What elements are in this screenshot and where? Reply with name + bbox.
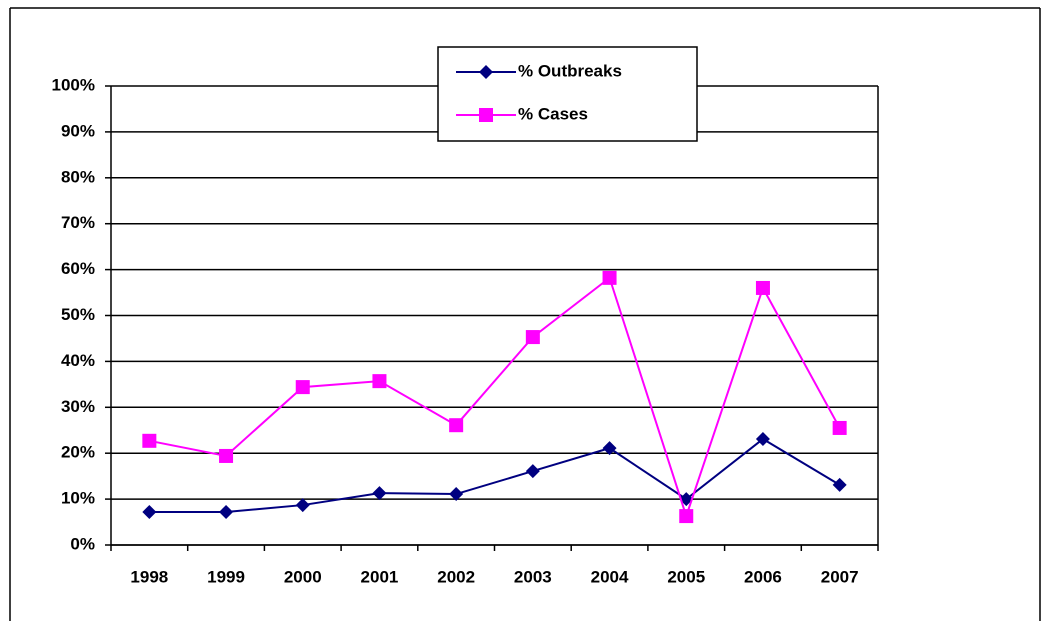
legend-marker bbox=[479, 65, 493, 79]
y-tick-label: 0% bbox=[70, 534, 95, 553]
y-tick-label: 50% bbox=[61, 305, 95, 324]
y-tick-label: 100% bbox=[52, 75, 95, 94]
data-point bbox=[372, 374, 387, 389]
y-tick-label: 20% bbox=[61, 443, 95, 462]
legend-label: % Outbreaks bbox=[518, 61, 622, 80]
data-point bbox=[449, 487, 464, 502]
data-point bbox=[219, 448, 234, 463]
data-point bbox=[295, 498, 310, 513]
data-point bbox=[832, 477, 847, 492]
data-point bbox=[525, 330, 540, 345]
x-tick-label: 1998 bbox=[130, 567, 168, 586]
x-tick-label: 1999 bbox=[207, 567, 245, 586]
data-point bbox=[219, 504, 234, 519]
x-tick-label: 2003 bbox=[514, 567, 552, 586]
data-point bbox=[602, 441, 617, 456]
data-point bbox=[142, 433, 157, 448]
series-line bbox=[149, 437, 841, 513]
data-point bbox=[142, 504, 157, 519]
data-point bbox=[372, 486, 387, 501]
data-point bbox=[832, 420, 847, 435]
x-tick-label: 2000 bbox=[284, 567, 322, 586]
data-point bbox=[295, 380, 310, 395]
x-tick-label: 2007 bbox=[821, 567, 859, 586]
legend-label: % Cases bbox=[518, 104, 588, 123]
data-point bbox=[679, 509, 694, 524]
series-line bbox=[149, 276, 841, 520]
x-tick-label: 2005 bbox=[667, 567, 705, 586]
legend-box bbox=[437, 46, 698, 142]
y-tick-label: 10% bbox=[61, 489, 95, 508]
x-tick-label: 2004 bbox=[591, 567, 629, 586]
y-tick-label: 80% bbox=[61, 167, 95, 186]
y-tick-label: 60% bbox=[61, 259, 95, 278]
data-point bbox=[602, 270, 617, 285]
x-tick-label: 2006 bbox=[744, 567, 782, 586]
y-tick-label: 90% bbox=[61, 121, 95, 140]
data-point bbox=[525, 464, 540, 479]
data-point bbox=[755, 431, 770, 446]
legend-marker bbox=[479, 108, 493, 122]
y-tick-label: 40% bbox=[61, 351, 95, 370]
y-tick-label: 30% bbox=[61, 397, 95, 416]
data-point bbox=[449, 418, 464, 433]
x-tick-label: 2001 bbox=[361, 567, 399, 586]
x-tick-label: 2002 bbox=[437, 567, 475, 586]
y-tick-label: 70% bbox=[61, 213, 95, 232]
data-point bbox=[755, 280, 770, 295]
